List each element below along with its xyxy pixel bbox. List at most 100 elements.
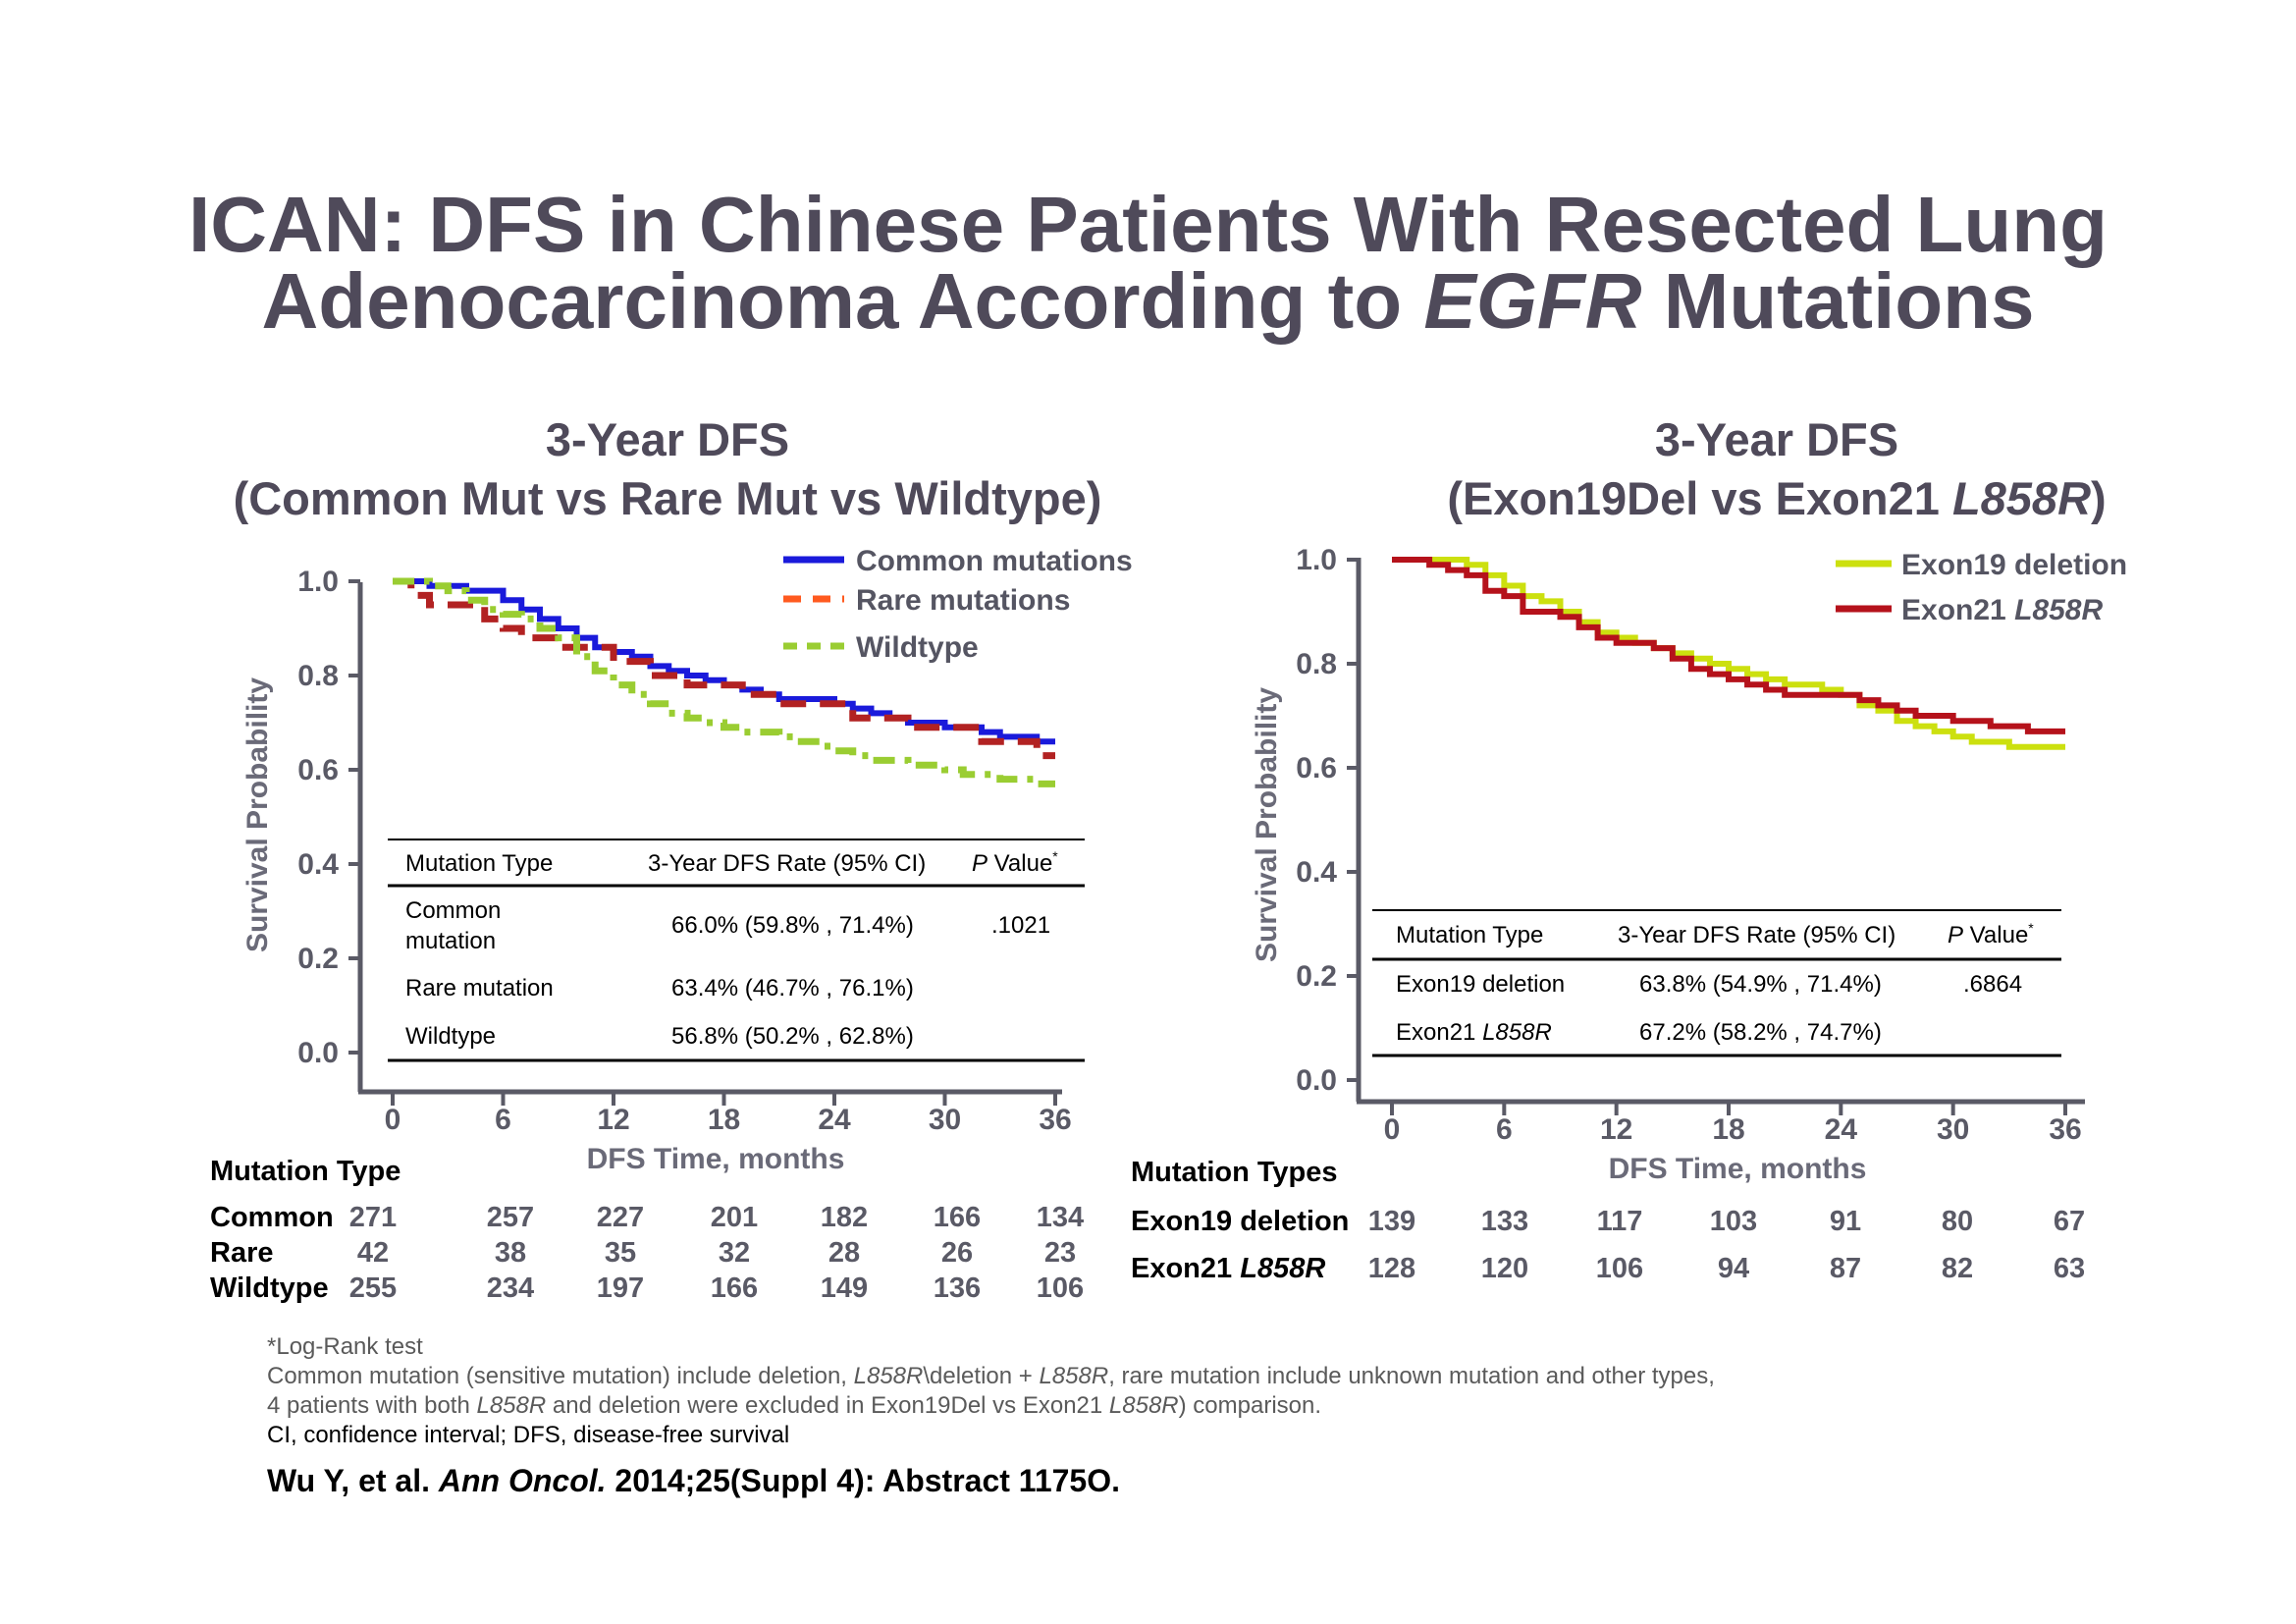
- right-risk-value: 87: [1830, 1253, 1861, 1284]
- left-risk-value: 23: [1044, 1237, 1076, 1269]
- left-curve-rare-mutations: [393, 577, 1055, 760]
- left-curve-common-mutations: [393, 578, 1055, 745]
- right-risk-value: 120: [1481, 1253, 1528, 1284]
- left-y-tick-label: 0.6: [297, 754, 339, 786]
- right-table-row1-name: Exon19 deletion: [1396, 971, 1565, 998]
- right-x-ticks: 0 6 12 18 24 30 36: [1384, 1102, 2082, 1146]
- left-risk-value: 106: [1037, 1272, 1084, 1304]
- left-y-axis-label: Survival Probability: [241, 677, 274, 952]
- left-risk-value: 197: [597, 1272, 644, 1304]
- legend-label-exon19: Exon19 deletion: [1901, 549, 2127, 581]
- footnote-text: 4 patients with both: [267, 1392, 477, 1419]
- left-risk-value: 234: [487, 1272, 534, 1304]
- footnote-text: and deletion were excluded in Exon19Del …: [546, 1392, 1109, 1419]
- left-risk-header: Mutation Type: [210, 1156, 400, 1187]
- left-y-ticks: 0.0 0.2 0.4 0.6 0.8 1.0: [297, 566, 360, 1069]
- left-x-tick-label: 24: [818, 1104, 851, 1136]
- left-risk-value: 28: [828, 1237, 860, 1269]
- right-x-tick-label: 18: [1712, 1113, 1744, 1146]
- right-curve-exon19-deletion: [1392, 557, 2065, 750]
- citation-details: 2014;25(Suppl 4): Abstract 1175O.: [606, 1463, 1120, 1498]
- right-chart: 0.0 0.2 0.4 0.6 0.8 1.0 0 6 12 18 24 30 36 Survival…: [1251, 544, 2127, 1185]
- right-x-tick-label: 0: [1384, 1113, 1401, 1146]
- right-risk-label-exon21: Exon21 L858R: [1131, 1253, 1325, 1284]
- right-risk-value: 103: [1710, 1206, 1757, 1237]
- right-results-table: Mutation Type 3-Year DFS Rate (95% CI) P…: [1372, 905, 2061, 1057]
- footnote-text: ) comparison.: [1178, 1392, 1322, 1419]
- left-x-tick-label: 36: [1039, 1104, 1071, 1136]
- right-risk-value: 63: [2054, 1253, 2085, 1284]
- right-risk-value: 106: [1596, 1253, 1643, 1284]
- right-table-row1-p: .6864: [1963, 971, 2022, 998]
- right-legend: Exon19 deletion Exon21 L858R: [1836, 549, 2127, 626]
- footnote-common-definition: Common mutation (sensitive mutation) inc…: [267, 1362, 1715, 1391]
- legend-label-exon21: Exon21 L858R: [1901, 594, 2103, 626]
- right-table-row1-rate: 63.8% (54.9% , 71.4%): [1639, 971, 1882, 998]
- left-x-tick-label: 0: [385, 1104, 401, 1136]
- right-y-tick-label: 0.8: [1296, 648, 1337, 680]
- left-x-tick-label: 6: [495, 1104, 511, 1136]
- left-table-row2-name: Rare mutation: [405, 975, 554, 1001]
- right-risk-label-exon19: Exon19 deletion: [1131, 1206, 1349, 1237]
- right-curve-exon21-l858r: [1392, 557, 2065, 734]
- left-y-tick-label: 0.4: [297, 848, 339, 881]
- footnote-italic: L858R: [1039, 1363, 1109, 1389]
- slide-title-line2-text: Adenocarcinoma According to: [261, 257, 1424, 345]
- right-y-tick-label: 0.6: [1296, 752, 1337, 785]
- left-risk-label-wildtype: Wildtype: [210, 1272, 329, 1304]
- left-risk-value: 182: [821, 1202, 868, 1233]
- right-risk-value: 67: [2054, 1206, 2085, 1237]
- left-table-row3-rate: 56.8% (50.2% , 62.8%): [671, 1023, 914, 1050]
- slide-title-line2: Adenocarcinoma According to EGFR Mutatio…: [0, 262, 2296, 341]
- left-table-row1-p: .1021: [991, 912, 1050, 939]
- left-risk-values: 271 257 227 201 182 166 134 42 38 35 32 28 26 23 255 23…: [349, 1202, 1084, 1304]
- left-y-tick-label: 0.0: [297, 1037, 339, 1069]
- left-x-tick-label: 18: [708, 1104, 740, 1136]
- left-risk-value: 166: [711, 1272, 758, 1304]
- right-x-tick-label: 36: [2049, 1113, 2081, 1146]
- left-risk-label-rare: Rare: [210, 1237, 274, 1269]
- left-table-background: [388, 837, 1087, 1062]
- footnote-text: Common mutation (sensitive mutation) inc…: [267, 1363, 854, 1389]
- right-y-tick-label: 1.0: [1296, 544, 1337, 576]
- right-heading-line2-text: (Exon19Del vs Exon21: [1447, 472, 1952, 524]
- left-y-tick-label: 1.0: [297, 566, 339, 598]
- right-risk-value: 94: [1718, 1253, 1749, 1284]
- right-y-tick-label: 0.2: [1296, 960, 1337, 993]
- left-heading-line1: 3-Year DFS: [545, 413, 790, 465]
- left-table-header-p: P Value*: [972, 848, 1058, 877]
- citation: Wu Y, et al. Ann Oncol. 2014;25(Suppl 4)…: [267, 1463, 1120, 1499]
- right-risk-value: 128: [1368, 1253, 1415, 1284]
- right-heading-line2-end: ): [2091, 472, 2107, 524]
- legend-label-wildtype: Wildtype: [856, 631, 979, 664]
- right-heading-line2: (Exon19Del vs Exon21 L858R): [1256, 469, 2296, 528]
- citation-text: Wu Y, et al.: [267, 1463, 439, 1498]
- left-table-header-type: Mutation Type: [405, 850, 553, 877]
- left-table-row2-rate: 63.4% (46.7% , 76.1%): [671, 975, 914, 1001]
- right-x-tick-label: 12: [1600, 1113, 1632, 1146]
- left-table-row1-rate: 66.0% (59.8% , 71.4%): [671, 912, 914, 939]
- right-x-axis-label: DFS Time, months: [1609, 1153, 1867, 1185]
- left-risk-value: 38: [495, 1237, 526, 1269]
- legend-label-rare: Rare mutations: [856, 584, 1070, 617]
- right-heading-italic: L858R: [1951, 472, 2092, 524]
- left-x-ticks: 0 6 12 18 24 30 36: [385, 1092, 1072, 1136]
- right-curves: [1392, 557, 2065, 750]
- right-risk-values: 139 133 117 103 91 80 67 128 120 106 94 87 82 63: [1368, 1206, 2085, 1284]
- right-risk-header: Mutation Types: [1131, 1157, 1338, 1188]
- footnote-text: , rare mutation include unknown mutation…: [1108, 1363, 1715, 1389]
- slide-title-italic: EGFR: [1423, 257, 1642, 345]
- left-table-header-rate: 3-Year DFS Rate (95% CI): [648, 850, 926, 877]
- footnote-exclusion: 4 patients with both L858R and deletion …: [267, 1391, 1715, 1421]
- right-y-axis-label: Survival Probability: [1251, 687, 1283, 962]
- left-x-tick-label: 12: [597, 1104, 629, 1136]
- left-curves: [393, 577, 1055, 787]
- right-risk-value: 82: [1942, 1253, 1973, 1284]
- left-risk-value: 271: [349, 1202, 397, 1233]
- right-table-header-type: Mutation Type: [1396, 922, 1543, 948]
- right-x-tick-label: 30: [1937, 1113, 1969, 1146]
- citation-journal: Ann Oncol.: [438, 1463, 607, 1498]
- footnote-text: \deletion +: [923, 1363, 1040, 1389]
- left-chart: 0.0 0.2 0.4 0.6 0.8 1.0 0 6 12 18 24 30 36 Survival…: [241, 545, 1133, 1175]
